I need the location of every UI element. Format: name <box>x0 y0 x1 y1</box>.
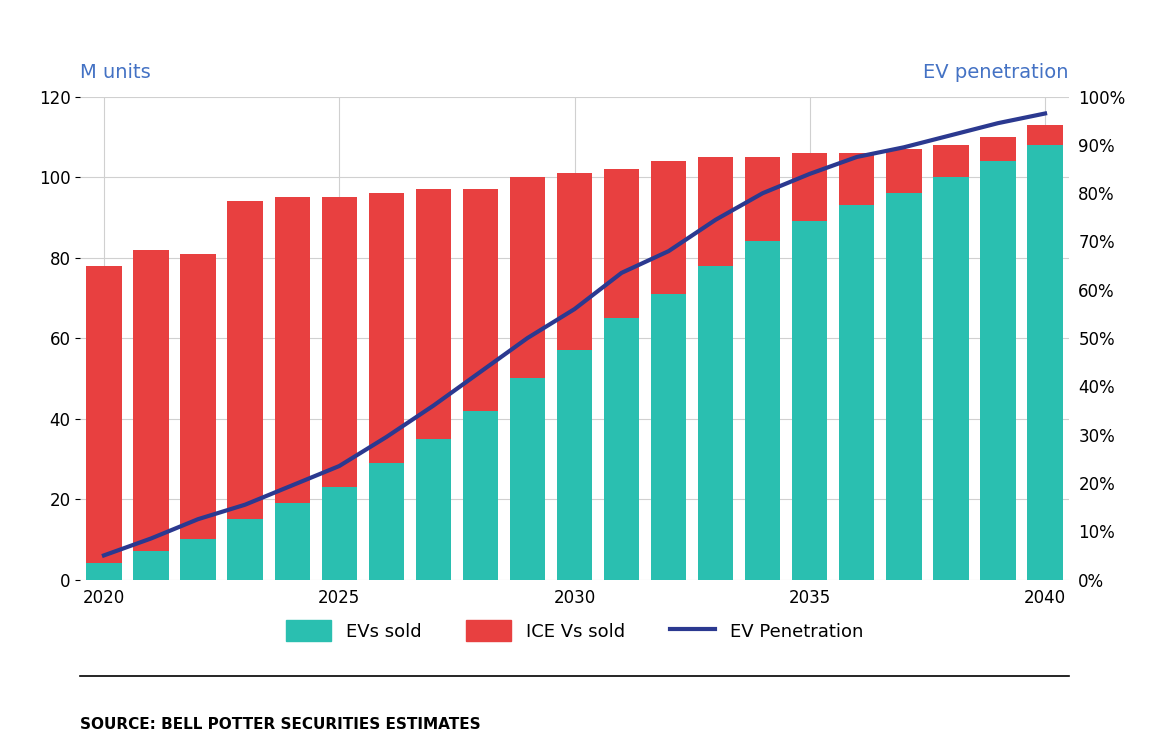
Bar <box>839 153 874 205</box>
Bar <box>369 193 404 463</box>
Bar <box>604 169 639 318</box>
Bar <box>133 551 169 580</box>
Bar <box>133 250 169 551</box>
Text: M units: M units <box>80 62 152 82</box>
Bar <box>416 438 450 580</box>
Bar <box>463 189 498 410</box>
Bar <box>228 519 263 580</box>
Bar <box>792 153 827 221</box>
Bar <box>510 177 545 378</box>
Bar <box>886 149 921 193</box>
Bar <box>416 189 450 438</box>
Bar <box>792 221 827 580</box>
Bar <box>745 241 780 580</box>
Bar <box>275 503 310 580</box>
Text: EV penetration: EV penetration <box>923 62 1069 82</box>
Text: SOURCE: BELL POTTER SECURITIES ESTIMATES: SOURCE: BELL POTTER SECURITIES ESTIMATES <box>80 717 481 732</box>
Bar <box>604 318 639 580</box>
Bar <box>180 539 216 580</box>
Bar <box>651 293 686 580</box>
Bar <box>699 266 733 580</box>
Bar <box>275 197 310 503</box>
Bar <box>933 145 969 177</box>
Bar <box>322 487 357 580</box>
Bar <box>1027 125 1063 145</box>
Bar <box>933 177 969 580</box>
Bar <box>1027 145 1063 580</box>
Bar <box>699 157 733 266</box>
Bar <box>86 563 122 580</box>
Bar <box>510 378 545 580</box>
Bar <box>86 266 122 563</box>
Bar <box>557 350 592 580</box>
Bar <box>839 205 874 580</box>
Bar <box>180 253 216 539</box>
Bar <box>980 161 1016 580</box>
Bar <box>369 463 404 580</box>
Legend: EVs sold, ICE Vs sold, EV Penetration: EVs sold, ICE Vs sold, EV Penetration <box>279 613 870 649</box>
Bar <box>228 201 263 519</box>
Bar <box>463 410 498 580</box>
Bar <box>322 197 357 487</box>
Bar <box>651 161 686 293</box>
Bar <box>745 157 780 241</box>
Bar <box>557 173 592 350</box>
Bar <box>980 137 1016 161</box>
Bar <box>886 193 921 580</box>
